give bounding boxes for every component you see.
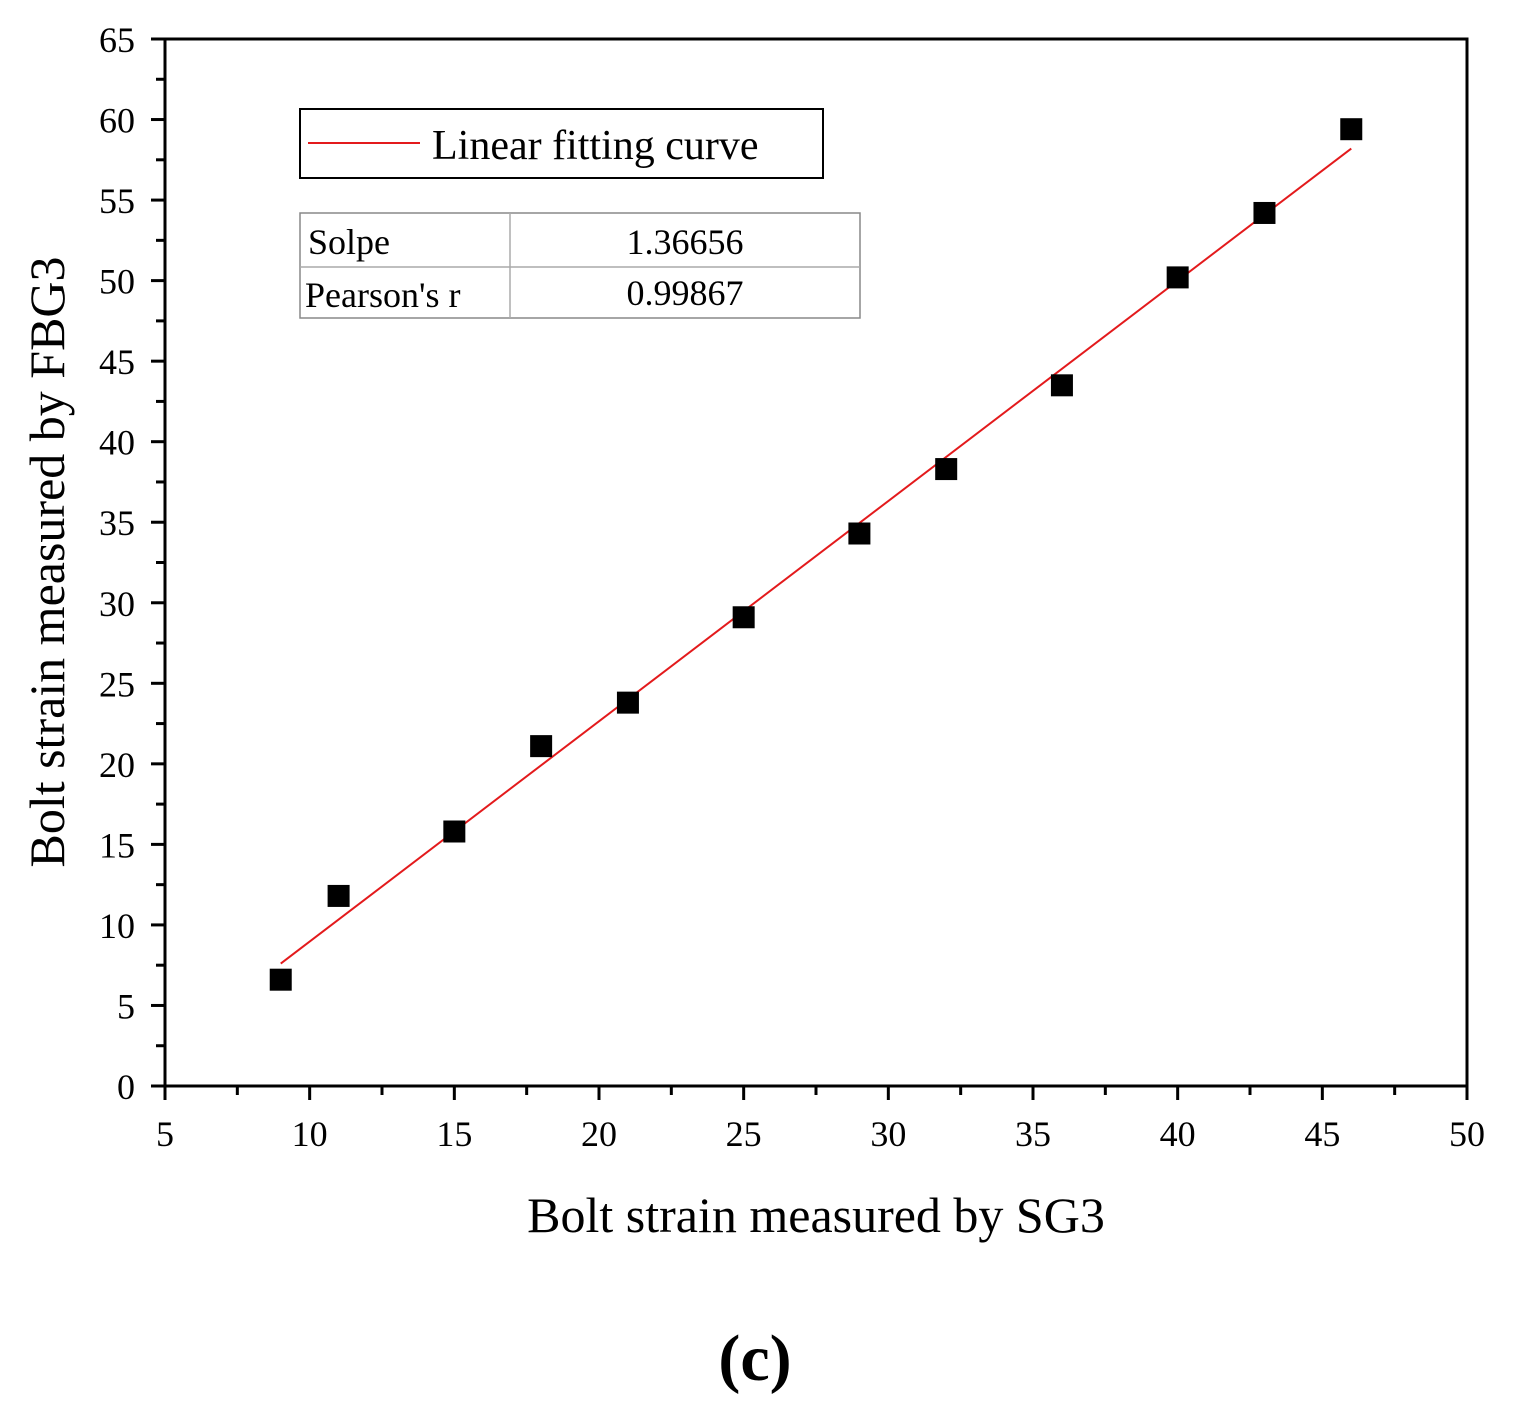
x-tick-label: 35 bbox=[1015, 1114, 1051, 1154]
x-tick-label: 40 bbox=[1160, 1114, 1196, 1154]
y-tick-label: 10 bbox=[99, 906, 135, 946]
x-tick-label: 5 bbox=[156, 1114, 174, 1154]
y-tick-label: 5 bbox=[117, 986, 135, 1026]
data-point bbox=[1340, 118, 1363, 141]
x-tick-label: 20 bbox=[581, 1114, 617, 1154]
data-point bbox=[935, 458, 958, 481]
y-axis-title: Bolt strain measured by FBG3 bbox=[19, 256, 75, 867]
x-tick-label: 50 bbox=[1449, 1114, 1485, 1154]
x-tick-label: 45 bbox=[1304, 1114, 1340, 1154]
stats-table: Solpe 1.36656 Pearson's r 0.99867 bbox=[299, 212, 861, 319]
stats-pearson-value: 0.99867 bbox=[627, 273, 744, 313]
data-point bbox=[1253, 201, 1276, 224]
y-tick-label: 0 bbox=[117, 1067, 135, 1107]
data-points bbox=[269, 118, 1363, 991]
x-tick-label: 15 bbox=[436, 1114, 472, 1154]
y-tick-label: 35 bbox=[99, 503, 135, 543]
y-tick-label: 60 bbox=[99, 101, 135, 141]
data-point bbox=[732, 606, 755, 629]
plot-frame bbox=[163, 37, 1469, 1088]
data-point bbox=[1050, 374, 1073, 397]
stats-table-border bbox=[299, 212, 861, 319]
data-point bbox=[530, 735, 553, 758]
y-tick-label: 20 bbox=[99, 745, 135, 785]
y-tick-label: 15 bbox=[99, 825, 135, 865]
stats-slope-label: Solpe bbox=[308, 222, 390, 262]
legend-label: Linear fitting curve bbox=[432, 123, 759, 169]
y-tick-label: 25 bbox=[99, 664, 135, 704]
data-point bbox=[269, 968, 292, 991]
data-point bbox=[443, 820, 466, 843]
data-point bbox=[327, 884, 350, 907]
legend: Linear fitting curve bbox=[299, 108, 824, 179]
y-tick-label: 50 bbox=[99, 262, 135, 302]
data-point bbox=[848, 522, 871, 545]
y-tick-label: 40 bbox=[99, 423, 135, 463]
y-tick-label: 30 bbox=[99, 584, 135, 624]
legend-box bbox=[299, 108, 824, 179]
y-tick-label: 65 bbox=[99, 20, 135, 60]
data-point bbox=[1166, 266, 1189, 289]
y-axis-ticks: 0 5 10 15 20 25 30 35 40 45 50 55 60 65 bbox=[99, 20, 165, 1107]
x-tick-label: 10 bbox=[292, 1114, 328, 1154]
y-tick-label: 45 bbox=[99, 342, 135, 382]
x-tick-label: 25 bbox=[726, 1114, 762, 1154]
x-axis-ticks: 5 10 15 20 25 30 35 40 45 50 bbox=[156, 1086, 1485, 1154]
x-axis-title: Bolt strain measured by SG3 bbox=[527, 1187, 1105, 1243]
x-tick-label: 30 bbox=[870, 1114, 906, 1154]
stats-pearson-label: Pearson's r bbox=[305, 275, 460, 315]
data-point bbox=[616, 691, 639, 714]
stats-slope-value: 1.36656 bbox=[627, 222, 744, 262]
y-tick-label: 55 bbox=[99, 181, 135, 221]
panel-label: (c) bbox=[718, 1322, 791, 1395]
